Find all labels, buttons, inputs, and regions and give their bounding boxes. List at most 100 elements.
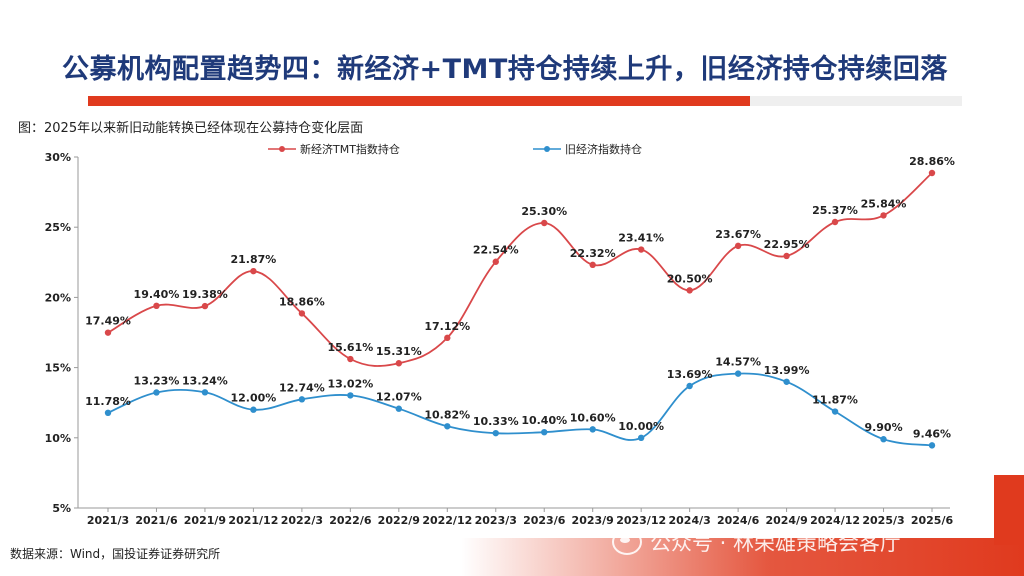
corner-accent-block bbox=[994, 475, 1024, 545]
legend-item-old-economy: 旧经济指数持仓 bbox=[533, 142, 642, 156]
data-label-old-economy: 10.82% bbox=[424, 408, 470, 421]
data-label-new-economy: 23.67% bbox=[715, 228, 761, 241]
data-label-old-economy: 13.02% bbox=[327, 377, 373, 390]
data-label-new-economy: 17.12% bbox=[424, 320, 470, 333]
data-label-new-economy: 22.54% bbox=[473, 244, 519, 257]
x-tick-label: 2021/12 bbox=[228, 514, 278, 527]
x-tick-label: 2021/3 bbox=[87, 514, 129, 527]
data-label-old-economy: 10.00% bbox=[618, 420, 664, 433]
data-point-old-economy bbox=[153, 389, 160, 396]
data-label-old-economy: 13.23% bbox=[134, 374, 180, 387]
y-tick-label: 20% bbox=[45, 291, 71, 304]
data-point-new-economy bbox=[734, 242, 742, 250]
watermark-text: 公众号 · 林荣雄策略会客厅 bbox=[650, 531, 902, 555]
legend-item-new-economy: 新经济TMT指数持仓 bbox=[268, 142, 400, 156]
data-label-new-economy: 20.50% bbox=[667, 272, 713, 285]
data-point-old-economy bbox=[831, 408, 839, 415]
y-tick-label: 25% bbox=[45, 221, 71, 234]
data-point-new-economy bbox=[783, 252, 790, 260]
figure-caption: 图：2025年以来新旧动能转换已经体现在公募持仓变化层面 bbox=[18, 121, 364, 136]
x-tick-label: 2021/9 bbox=[184, 514, 226, 527]
data-point-old-economy bbox=[492, 429, 499, 437]
data-point-old-economy bbox=[395, 405, 403, 412]
data-point-new-economy bbox=[104, 329, 112, 336]
x-tick-label: 2024/12 bbox=[810, 514, 860, 527]
data-point-new-economy bbox=[492, 258, 499, 265]
data-label-old-economy: 9.46% bbox=[913, 427, 951, 440]
x-tick-label: 2023/12 bbox=[616, 514, 666, 527]
data-label-old-economy: 13.99% bbox=[764, 364, 810, 377]
data-label-new-economy: 17.49% bbox=[85, 315, 131, 328]
data-point-old-economy bbox=[637, 434, 645, 441]
plot-area: 5% 10% 15% 20% 25% 30% 2021/3 2021/6 2021/9 2021… bbox=[45, 151, 955, 527]
data-label-new-economy: 15.61% bbox=[327, 341, 373, 354]
x-tick-label: 2022/3 bbox=[281, 514, 323, 527]
data-label-new-economy: 21.87% bbox=[230, 253, 276, 266]
data-point-old-economy bbox=[783, 378, 790, 385]
data-point-old-economy bbox=[347, 392, 354, 399]
data-point-new-economy bbox=[347, 355, 354, 363]
data-point-old-economy bbox=[589, 426, 596, 433]
data-label-new-economy: 18.86% bbox=[279, 295, 325, 308]
data-label-old-economy: 9.90% bbox=[864, 421, 902, 434]
title-underline-extension bbox=[750, 96, 962, 106]
data-point-new-economy bbox=[928, 169, 936, 177]
data-label-new-economy: 23.41% bbox=[618, 232, 664, 245]
data-point-new-economy bbox=[637, 246, 645, 253]
wechat-icon bbox=[612, 529, 642, 555]
data-point-new-economy bbox=[880, 212, 887, 219]
data-point-old-economy bbox=[104, 409, 112, 417]
data-point-old-economy bbox=[928, 442, 936, 449]
data-point-new-economy bbox=[444, 334, 451, 342]
y-tick-label: 5% bbox=[52, 502, 71, 515]
series-layer bbox=[104, 169, 936, 449]
x-tick-label: 2023/9 bbox=[572, 514, 614, 527]
data-point-new-economy bbox=[589, 261, 596, 269]
x-tick-label: 2025/3 bbox=[862, 514, 904, 527]
y-axis-ticks: 5% 10% 15% 20% 25% 30% bbox=[45, 151, 78, 515]
data-label-new-economy: 22.95% bbox=[764, 238, 810, 251]
data-point-new-economy bbox=[541, 219, 548, 227]
data-label-old-economy: 14.57% bbox=[715, 356, 761, 369]
data-label-old-economy: 11.78% bbox=[85, 395, 131, 408]
data-point-old-economy bbox=[880, 436, 887, 443]
data-label-new-economy: 25.37% bbox=[812, 204, 858, 217]
x-tick-label: 2022/9 bbox=[378, 514, 420, 527]
data-label-old-economy: 11.87% bbox=[812, 394, 858, 407]
data-label-layer: 17.49% 19.40% 19.38% 21.87% 18.86% 15.61% 15.3… bbox=[85, 155, 955, 440]
x-tick-label: 2022/12 bbox=[422, 514, 472, 527]
data-point-new-economy bbox=[831, 218, 839, 226]
x-tick-label: 2025/6 bbox=[911, 514, 954, 527]
data-label-old-economy: 13.24% bbox=[182, 374, 228, 387]
data-label-old-economy: 10.60% bbox=[570, 411, 616, 424]
x-axis-ticks: 2021/3 2021/6 2021/9 2021/12 2022/3 2022/6 202… bbox=[87, 508, 954, 527]
data-point-new-economy bbox=[153, 302, 160, 310]
x-tick-label: 2022/6 bbox=[329, 514, 372, 527]
data-label-old-economy: 12.74% bbox=[279, 381, 325, 394]
title-underline-bar bbox=[88, 96, 750, 106]
data-label-old-economy: 13.69% bbox=[667, 368, 713, 381]
data-label-new-economy: 25.30% bbox=[521, 205, 567, 218]
data-label-old-economy: 12.00% bbox=[230, 392, 276, 405]
data-point-old-economy bbox=[734, 370, 742, 377]
data-label-new-economy: 25.84% bbox=[861, 197, 907, 210]
data-label-new-economy: 19.38% bbox=[182, 288, 228, 301]
data-point-old-economy bbox=[250, 406, 257, 413]
x-tick-label: 2023/6 bbox=[523, 514, 566, 527]
data-label-new-economy: 22.32% bbox=[570, 247, 616, 260]
legend-label-new-economy: 新经济TMT指数持仓 bbox=[300, 142, 400, 156]
data-point-new-economy bbox=[250, 267, 257, 275]
legend: 新经济TMT指数持仓 旧经济指数持仓 bbox=[268, 142, 642, 156]
data-label-old-economy: 12.07% bbox=[376, 391, 422, 404]
data-point-old-economy bbox=[686, 382, 693, 390]
legend-marker-old-economy bbox=[544, 146, 550, 152]
data-source-note: 数据来源：Wind，国投证券证券研究所 bbox=[10, 547, 221, 561]
series-line-new-economy bbox=[107, 172, 933, 367]
data-label-new-economy: 15.31% bbox=[376, 345, 422, 358]
y-tick-label: 15% bbox=[45, 362, 71, 375]
series-line-old-economy bbox=[107, 372, 933, 447]
data-label-new-economy: 28.86% bbox=[909, 155, 955, 168]
data-point-old-economy bbox=[201, 389, 209, 396]
legend-label-old-economy: 旧经济指数持仓 bbox=[565, 142, 642, 156]
